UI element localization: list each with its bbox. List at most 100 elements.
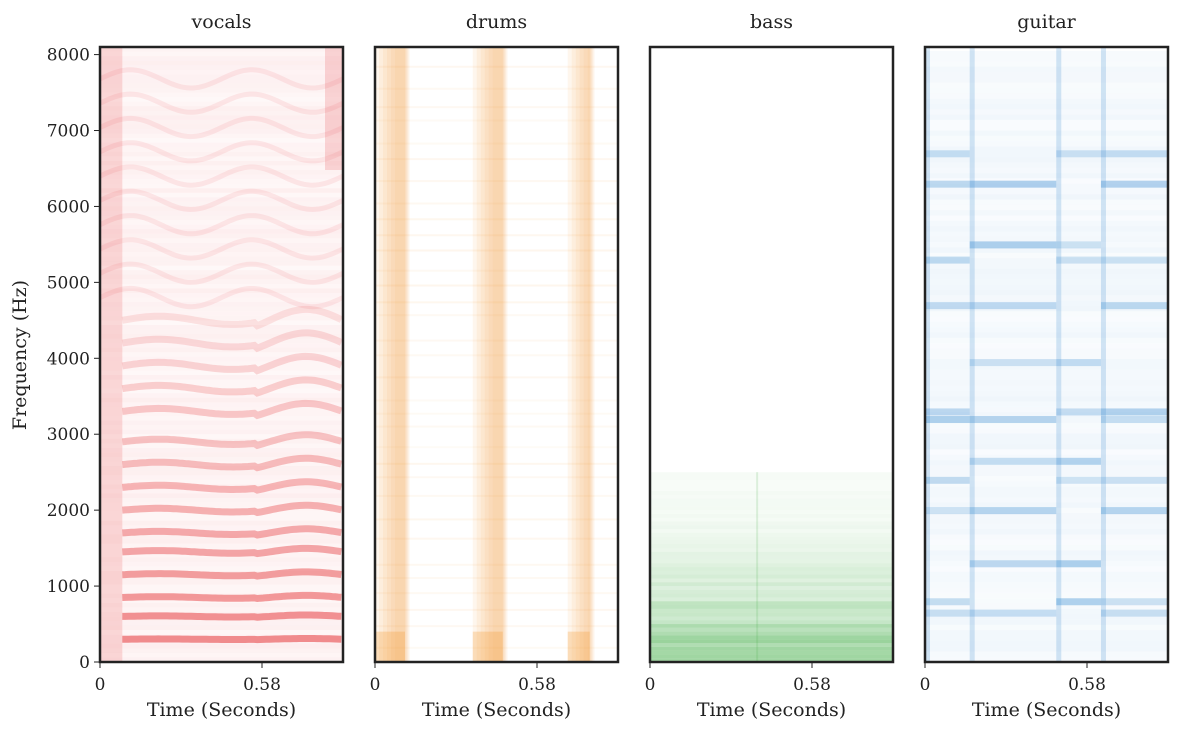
bass-band <box>650 574 893 579</box>
harmonic-segment <box>1100 408 1168 416</box>
panel-frame <box>98 45 345 664</box>
noise-line <box>375 314 618 317</box>
noise-band <box>100 488 343 494</box>
noise-band <box>100 283 343 289</box>
noise-band <box>100 78 343 84</box>
bass-band <box>650 608 893 613</box>
noise-line <box>375 494 618 497</box>
noise-band <box>100 97 343 102</box>
harmonic-segment <box>925 507 970 515</box>
noise-band <box>100 584 343 590</box>
onset-line <box>925 47 930 662</box>
harmonic-segment <box>1056 598 1101 606</box>
noise-band <box>925 406 1168 413</box>
bass-band <box>650 624 893 628</box>
panel-drums: drums 0 0.58 Time (Seconds) <box>370 11 620 721</box>
noise-band <box>925 571 1168 577</box>
noise-band <box>925 417 1168 423</box>
noise-band <box>925 210 1168 216</box>
noise-band <box>925 614 1168 620</box>
bass-band <box>650 616 893 621</box>
noise-line <box>375 142 618 145</box>
bass-band <box>650 472 893 476</box>
drum-hit <box>492 47 508 662</box>
bass-band <box>650 612 893 617</box>
harmonic-line <box>121 431 343 450</box>
noise-band <box>100 375 343 380</box>
harmonic-segment <box>1056 150 1101 158</box>
harmonic-segment <box>925 302 970 310</box>
spectrogram-guitar <box>925 47 1168 662</box>
noise-band <box>925 114 1168 120</box>
noise-band <box>925 449 1168 454</box>
noise-band <box>100 115 343 120</box>
bass-band <box>650 658 893 662</box>
drum-hit <box>567 47 590 662</box>
harmonic-line <box>100 164 343 188</box>
spectrogram-vocals <box>100 47 343 662</box>
bass-band <box>650 529 893 533</box>
harmonic-line <box>100 115 343 140</box>
noise-band <box>100 65 343 70</box>
harmonic-segment <box>1100 302 1168 310</box>
harmonic-segment <box>969 609 1057 617</box>
bass-band <box>650 620 893 625</box>
noise-band <box>100 265 343 271</box>
noise-band <box>100 652 343 658</box>
noise-line <box>375 625 618 628</box>
harmonic-line <box>122 544 342 558</box>
x-tick-label: 0 <box>920 675 931 695</box>
noise-band <box>100 498 343 503</box>
noise-line <box>375 376 618 379</box>
harmonic-line <box>100 188 343 213</box>
harmonic-line <box>121 376 343 397</box>
noise-band <box>100 106 343 111</box>
drum-hit <box>391 47 409 662</box>
harmonic-line <box>121 454 343 472</box>
panel-title: drums <box>466 11 527 33</box>
noise-band <box>100 621 343 626</box>
harmonic-segment <box>969 457 1057 465</box>
harmonic-segment <box>925 256 970 264</box>
harmonic-line <box>121 305 343 330</box>
harmonic-line <box>122 635 342 644</box>
noise-line <box>375 158 618 161</box>
x-tick-label: 0 <box>370 675 381 695</box>
noise-line <box>375 476 618 479</box>
drum-hit <box>379 47 406 662</box>
harmonic-line <box>100 261 343 285</box>
noise-band <box>100 74 343 79</box>
harmonic-line <box>100 237 343 261</box>
noise-band <box>925 545 1168 550</box>
panels: vocals 0 0.58 Time (Seconds) drums 0 0.58 Time … <box>95 11 1170 721</box>
drum-hit <box>587 47 595 662</box>
harmonic-segment <box>1100 609 1168 617</box>
noise-band <box>100 270 343 275</box>
harmonic-line <box>100 213 343 237</box>
bass-band <box>650 643 893 647</box>
drum-hit <box>575 47 592 662</box>
noise-band <box>925 375 1168 381</box>
bass-band <box>650 631 893 636</box>
noise-band <box>925 576 1168 583</box>
noise-line <box>375 412 618 415</box>
noise-band <box>925 236 1168 243</box>
onset-line <box>969 47 975 662</box>
noise-band <box>925 289 1168 296</box>
panel-frame <box>648 45 895 664</box>
harmonic-segment <box>1056 241 1101 249</box>
bass-band <box>650 559 893 564</box>
noise-band <box>925 401 1168 407</box>
noise-band <box>925 343 1168 348</box>
noise-band <box>100 293 343 298</box>
noise-line <box>375 399 618 402</box>
noise-band <box>925 438 1168 445</box>
harmonic-segment <box>1100 416 1168 424</box>
noise-band <box>100 324 343 330</box>
noise-band <box>100 411 343 416</box>
noise-band <box>925 146 1168 152</box>
noise-band <box>925 194 1168 200</box>
harmonic-segment <box>925 598 970 606</box>
noise-band <box>100 370 343 375</box>
noise-band <box>925 125 1168 130</box>
